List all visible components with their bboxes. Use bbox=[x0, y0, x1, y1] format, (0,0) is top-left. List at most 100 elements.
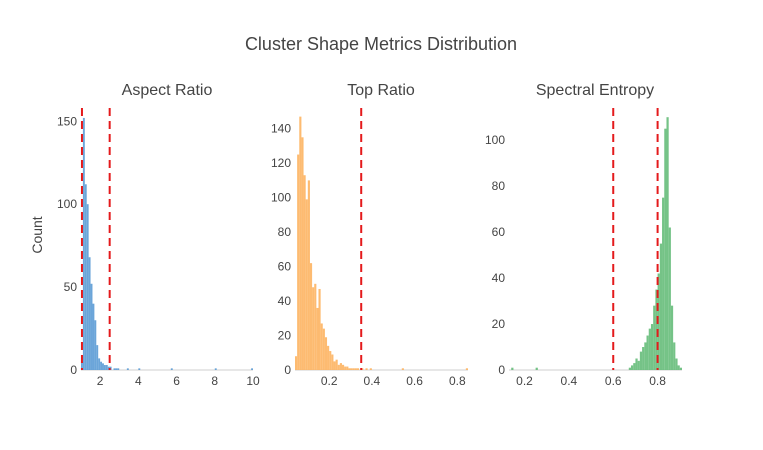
histogram-bar bbox=[324, 337, 328, 370]
panel-aspect-ratio: Aspect Ratio 2 4 6 8 10 0 50 100 150 bbox=[57, 82, 260, 388]
histogram-bar bbox=[673, 342, 676, 370]
panel-title: Aspect Ratio bbox=[122, 82, 213, 99]
histogram-bar bbox=[322, 328, 325, 370]
histogram-bar bbox=[94, 320, 97, 370]
y-tick-label: 40 bbox=[492, 271, 506, 285]
histogram-bar bbox=[337, 364, 340, 370]
y-tick-label: 0 bbox=[284, 363, 291, 377]
histogram-bar bbox=[100, 361, 103, 370]
histogram-bar bbox=[309, 263, 313, 370]
histogram-bar bbox=[675, 358, 678, 370]
y-tick-label: 60 bbox=[278, 260, 292, 274]
histogram-bar bbox=[662, 197, 665, 370]
histogram-bar bbox=[339, 363, 342, 370]
x-tick-label: 0.2 bbox=[321, 374, 338, 388]
histogram-bar bbox=[170, 368, 173, 370]
histogram-bar bbox=[639, 351, 643, 370]
histogram-bar bbox=[327, 345, 330, 370]
histogram-bar bbox=[303, 175, 306, 370]
histogram-bar bbox=[86, 204, 89, 370]
histogram-bar bbox=[679, 367, 682, 370]
histogram-bar bbox=[642, 347, 645, 370]
histogram-bar bbox=[646, 335, 649, 370]
histogram-bar bbox=[341, 364, 345, 370]
histogram-bar bbox=[96, 345, 99, 370]
y-tick-label: 20 bbox=[278, 329, 292, 343]
histogram-bar bbox=[90, 283, 93, 370]
y-tick-label: 150 bbox=[57, 114, 77, 128]
histogram-bar bbox=[329, 351, 332, 370]
panel-title: Top Ratio bbox=[347, 82, 415, 99]
y-axis-ticks: 0 50 100 150 bbox=[57, 114, 77, 377]
histogram-bar bbox=[314, 283, 317, 370]
x-axis-ticks: 0.2 0.4 0.6 0.8 bbox=[516, 374, 666, 388]
histogram-bar bbox=[350, 368, 353, 370]
histogram-bar bbox=[354, 368, 357, 370]
histogram-bar bbox=[637, 360, 640, 370]
y-tick-label: 60 bbox=[492, 225, 506, 239]
histogram-bar bbox=[666, 117, 669, 370]
figure-title: Cluster Shape Metrics Distribution bbox=[245, 34, 517, 54]
histogram-bar bbox=[664, 128, 667, 370]
histogram-bar bbox=[511, 367, 514, 370]
x-tick-label: 6 bbox=[173, 374, 180, 388]
histogram-bar bbox=[297, 154, 300, 370]
histogram-bars bbox=[81, 117, 253, 370]
x-tick-label: 8 bbox=[211, 374, 218, 388]
histogram-bar bbox=[318, 288, 321, 370]
panel-top-ratio: Top Ratio 0.2 0.4 0.6 0.8 0 20 40 60 80 100 120 14… bbox=[271, 82, 468, 388]
histogram-bar bbox=[126, 368, 129, 370]
histogram-bar bbox=[657, 273, 660, 370]
y-tick-label: 50 bbox=[64, 280, 78, 294]
y-tick-label: 0 bbox=[70, 363, 77, 377]
y-tick-label: 0 bbox=[498, 363, 505, 377]
histogram-bar bbox=[301, 137, 304, 370]
panel-spectral-entropy: Spectral Entropy 0.2 0.4 0.6 0.8 0 20 40 60 80 1… bbox=[485, 82, 682, 388]
x-tick-label: 0.4 bbox=[561, 374, 578, 388]
y-axis-title: Count bbox=[29, 216, 45, 253]
y-tick-label: 20 bbox=[492, 317, 506, 331]
histogram-bar bbox=[346, 366, 349, 370]
histogram-bar bbox=[305, 199, 308, 370]
histogram-bar bbox=[299, 116, 302, 371]
histogram-bar bbox=[348, 368, 351, 370]
histogram-bar bbox=[333, 361, 336, 370]
histogram-bar bbox=[361, 368, 364, 370]
x-tick-label: 0.4 bbox=[364, 374, 381, 388]
x-axis-ticks: 2 4 6 8 10 bbox=[97, 374, 260, 388]
histogram-bar bbox=[117, 368, 120, 370]
reference-lines bbox=[612, 108, 659, 370]
histogram-bars bbox=[511, 117, 682, 370]
y-tick-label: 140 bbox=[271, 122, 291, 136]
histogram-bar bbox=[352, 368, 355, 370]
x-tick-label: 0.6 bbox=[406, 374, 423, 388]
y-tick-label: 100 bbox=[271, 191, 291, 205]
histogram-bar bbox=[138, 368, 141, 370]
histogram-bar bbox=[295, 356, 298, 370]
histogram-bar bbox=[650, 324, 654, 370]
histogram-bar bbox=[356, 368, 360, 370]
histogram-bar bbox=[677, 365, 680, 370]
histogram-bar bbox=[82, 117, 85, 370]
histogram-bar bbox=[84, 184, 87, 370]
histogram-bar bbox=[98, 358, 101, 370]
histogram-bar bbox=[670, 305, 674, 370]
histogram-bar bbox=[307, 180, 310, 370]
histogram-bar bbox=[628, 367, 631, 370]
histogram-bar bbox=[312, 287, 315, 370]
x-tick-label: 0.6 bbox=[605, 374, 622, 388]
x-tick-label: 2 bbox=[97, 374, 104, 388]
histogram-bar bbox=[316, 307, 319, 370]
histogram-bar bbox=[102, 363, 104, 370]
x-axis-ticks: 0.2 0.4 0.6 0.8 bbox=[321, 374, 466, 388]
histogram-bars bbox=[295, 116, 468, 371]
histogram-bar bbox=[115, 368, 118, 370]
histogram-bar bbox=[103, 365, 106, 370]
histogram-bar bbox=[331, 354, 334, 370]
x-tick-label: 0.2 bbox=[516, 374, 533, 388]
histogram-bar bbox=[635, 358, 638, 370]
histogram-bar bbox=[214, 368, 217, 370]
y-axis-ticks: 0 20 40 60 80 100 120 140 bbox=[271, 122, 291, 377]
y-tick-label: 40 bbox=[278, 294, 292, 308]
